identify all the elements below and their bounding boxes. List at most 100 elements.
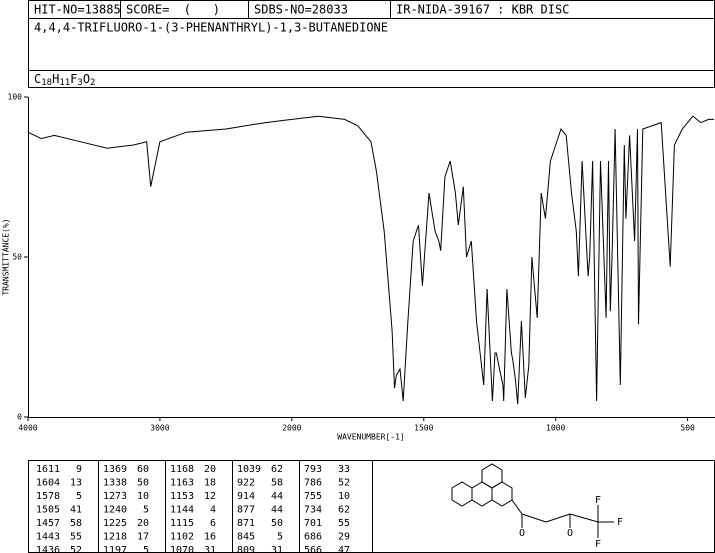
subscript: 18 [41, 78, 52, 88]
ring [481, 463, 503, 489]
peak-wavenumber: 1163 [170, 478, 194, 489]
peak-wavenumber: 1436 [36, 545, 60, 553]
bond [511, 499, 523, 515]
method: IR-NIDA-39167 : KBR DISC [396, 3, 569, 17]
y-tick-label: 0 [17, 413, 22, 422]
peak-intensity: 31 [204, 545, 216, 553]
peak-wavenumber: 922 [237, 478, 255, 489]
peak-intensity: 41 [70, 505, 82, 516]
peak-intensity: 16 [204, 532, 216, 543]
peak-wavenumber: 1168 [170, 464, 194, 475]
x-tick-label: 500 [680, 424, 695, 433]
peak-wavenumber: 1505 [36, 505, 60, 516]
peak-intensity: 52 [338, 478, 350, 489]
formula: C18H11F3O2 [34, 72, 95, 88]
ring [471, 481, 493, 507]
peak-wavenumber: 1102 [170, 532, 194, 543]
subscript: 11 [59, 78, 70, 88]
score: SCORE= ( ) [126, 3, 220, 17]
peak-wavenumber: 1457 [36, 518, 60, 529]
atom: O [519, 528, 525, 539]
peak-intensity: 52 [70, 545, 82, 553]
peak-wavenumber: 1604 [36, 478, 60, 489]
peak-wavenumber: 1218 [103, 532, 127, 543]
peak-intensity: 10 [137, 491, 149, 502]
peak-wavenumber: 1070 [170, 545, 194, 553]
peak-intensity: 47 [338, 545, 350, 553]
peak-intensity: 55 [70, 532, 82, 543]
ring [491, 481, 513, 507]
bond [569, 513, 599, 523]
peak-wavenumber: 686 [304, 532, 322, 543]
bond [521, 513, 547, 523]
peak-intensity: 5 [277, 532, 283, 543]
table-box [28, 460, 715, 553]
peak-wavenumber: 1443 [36, 532, 60, 543]
peak-intensity: 58 [271, 478, 283, 489]
element: O [83, 72, 90, 86]
peak-intensity: 50 [137, 478, 149, 489]
element: C [34, 72, 41, 86]
peak-intensity: 58 [70, 518, 82, 529]
peak-wavenumber: 566 [304, 545, 322, 553]
atom: O [567, 528, 573, 539]
chart: 0 50 100 4000 3000 2000 1500 1000 500 WAVENUMBER[… [2, 93, 715, 442]
element: H [52, 72, 59, 86]
atom: F [595, 539, 601, 550]
peak-wavenumber: 1611 [36, 464, 60, 475]
peak-intensity: 12 [204, 491, 216, 502]
peak-intensity: 17 [137, 532, 149, 543]
peak-intensity: 6 [210, 518, 216, 529]
compound-name: 4,4,4-TRIFLUORO-1-(3-PHENANTHRYL)-1,3-BU… [34, 21, 388, 35]
peak-intensity: 62 [338, 505, 350, 516]
peak-wavenumber: 1240 [103, 505, 127, 516]
peak-intensity: 4 [210, 505, 216, 516]
peak-intensity: 33 [338, 464, 350, 475]
subscript: 3 [77, 78, 82, 88]
peak-wavenumber: 1338 [103, 478, 127, 489]
x-tick-label: 2000 [282, 424, 301, 433]
y-tick-label: 50 [12, 253, 22, 262]
peak-intensity: 18 [204, 478, 216, 489]
peak-wavenumber: 755 [304, 491, 322, 502]
hit-no: HIT-NO=13885 [34, 3, 121, 17]
peak-wavenumber: 701 [304, 518, 322, 529]
x-tick-label: 4000 [18, 424, 37, 433]
x-tick-label: 1000 [546, 424, 565, 433]
peak-intensity: 13 [70, 478, 82, 489]
peak-intensity: 5 [76, 491, 82, 502]
peak-intensity: 44 [271, 491, 283, 502]
peak-wavenumber: 871 [237, 518, 255, 529]
peak-intensity: 55 [338, 518, 350, 529]
atom: F [617, 517, 623, 528]
peak-wavenumber: 1197 [103, 545, 127, 553]
peak-table [28, 460, 715, 553]
peak-intensity: 44 [271, 505, 283, 516]
y-axis-label: TRANSMITTANCE(%) [2, 218, 11, 295]
bond [545, 513, 571, 523]
x-axis-label: WAVENUMBER[-1] [337, 433, 404, 442]
peak-wavenumber: 845 [237, 532, 255, 543]
peak-wavenumber: 1225 [103, 518, 127, 529]
peak-intensity: 31 [271, 545, 283, 553]
peak-wavenumber: 734 [304, 505, 322, 516]
peak-wavenumber: 877 [237, 505, 255, 516]
peak-intensity: 5 [143, 505, 149, 516]
subscript: 2 [90, 78, 95, 88]
peak-wavenumber: 1144 [170, 505, 194, 516]
y-tick-label: 100 [8, 93, 23, 102]
x-tick-label: 3000 [150, 424, 169, 433]
peak-wavenumber: 1369 [103, 464, 127, 475]
peak-wavenumber: 786 [304, 478, 322, 489]
peak-intensity: 62 [271, 464, 283, 475]
peak-intensity: 50 [271, 518, 283, 529]
peak-intensity: 20 [137, 518, 149, 529]
peak-intensity: 60 [137, 464, 149, 475]
peak-wavenumber: 1578 [36, 491, 60, 502]
peak-intensity: 10 [338, 491, 350, 502]
ring [451, 481, 473, 507]
peak-intensity: 9 [76, 464, 82, 475]
peak-wavenumber: 1153 [170, 491, 194, 502]
atom: F [595, 495, 601, 506]
